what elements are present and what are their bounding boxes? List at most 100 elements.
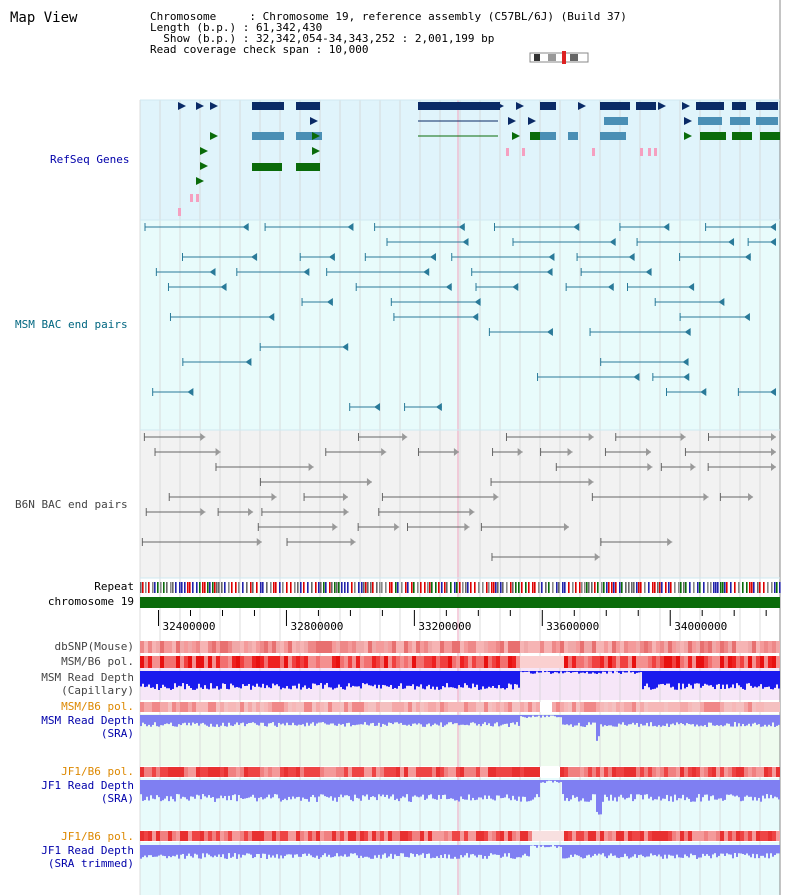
jf1-pol2-heat [348, 831, 352, 841]
jf1-depth-sra-bar [646, 780, 648, 795]
msm-pol2-heat [712, 702, 716, 712]
msm-pol2-heat [208, 702, 212, 712]
jf1-depth-sra-bar [746, 780, 748, 796]
msm-pol2-heat [704, 702, 708, 712]
msm-depth-cap-bar [640, 671, 642, 673]
msm-depth-cap-bar [300, 671, 302, 690]
jf1-depth-sra-bar [690, 780, 692, 802]
dbsnp-heat [592, 641, 596, 653]
jf1-depth-sra-bar [644, 780, 646, 795]
jf1-depth-trim-bar [600, 845, 602, 855]
b6n-bac-track-label[interactable]: B6N BAC end pairs [15, 498, 128, 511]
jf1-depth-trim-bar [680, 845, 682, 858]
jf1-depth-sra-bar [630, 780, 632, 795]
msm-pol-heat [600, 656, 604, 668]
jf1-pol2-heat [292, 831, 296, 841]
repeat-mark [266, 582, 268, 593]
jf1-depth-sra-bar [674, 780, 676, 795]
msm-depth-cap-bar [606, 671, 608, 674]
msm-depth-sra-bar [238, 715, 240, 725]
jf1-depth-sra-bar [442, 780, 444, 796]
jf1-depth-trim-bar [236, 845, 238, 859]
msm-depth-sra-bar [312, 715, 314, 723]
jf1-depth-trim-bar [170, 845, 172, 858]
msm-pol-heat [216, 656, 220, 668]
jf1-depth-sra-bar [680, 780, 682, 799]
msm-pol2-heat [544, 702, 548, 712]
msm-depth-cap-bar [434, 671, 436, 690]
dbsnp-heat [300, 641, 304, 653]
msm-pol2-heat [752, 702, 756, 712]
dbsnp-heat [140, 641, 144, 653]
jf1-depth-trim-bar [656, 845, 658, 857]
jf1-pol2-heat [492, 831, 496, 841]
msm-pol2-heat [664, 702, 668, 712]
msm-depth-sra-bar [288, 715, 290, 726]
jf1-depth-sra-bar [544, 780, 546, 783]
jf1-depth-trim-bar [164, 845, 166, 857]
jf1-depth-trim-bar [490, 845, 492, 854]
jf1-depth-sra-bar [388, 780, 390, 799]
dbsnp-heat [288, 641, 292, 653]
jf1-pol-heat [324, 767, 328, 777]
jf1-depth-sra-bar [492, 780, 494, 800]
msm-bac-end [688, 283, 695, 291]
repeat-mark [329, 582, 331, 593]
msm-depth-sra-bar [488, 715, 490, 724]
msm-bac-track-label[interactable]: MSM BAC end pairs [15, 318, 128, 331]
jf1-pol2-heat [752, 831, 756, 841]
jf1-depth-trim-bar [184, 845, 186, 859]
msm-depth-cap-bar [366, 671, 368, 684]
msm-pol2-heat [500, 702, 504, 712]
jf1-depth-sra-bar [750, 780, 752, 797]
repeat-mark [683, 582, 685, 593]
msm-depth-cap-bar [406, 671, 408, 686]
jf1-pol-heat [296, 767, 300, 777]
jf1-depth-trim-bar [748, 845, 750, 856]
msm-depth-cap-bar [594, 671, 596, 674]
jf1-pol-heat [424, 767, 428, 777]
msm-depth-cap-bar [578, 671, 580, 674]
repeat-mark [568, 582, 570, 593]
gene-arrow [516, 102, 524, 110]
dbsnp-heat [744, 641, 748, 653]
jf1-depth-trim-bar [300, 845, 302, 857]
msm-pol-heat [544, 656, 548, 668]
msm-depth-cap-bar [428, 671, 430, 685]
msm-depth-sra-bar [214, 715, 216, 727]
dbsnp-heat [424, 641, 428, 653]
msm-depth-cap-bar [316, 671, 318, 686]
dbsnp-heat [412, 641, 416, 653]
jf1-depth-trim-bar [362, 845, 364, 858]
jf1-depth-sra-bar [300, 780, 302, 801]
jf1-depth-trim-bar [224, 845, 226, 859]
msm-bac-end [342, 343, 349, 351]
msm-depth-cap-bar [742, 671, 744, 689]
jf1-depth-sra-bar [534, 780, 536, 798]
msm-bac-end [645, 268, 652, 276]
jf1-depth-sra-bar [362, 780, 364, 796]
msm-pol2-heat [772, 702, 776, 712]
dbsnp-heat [488, 641, 492, 653]
msm-pol-heat [680, 656, 684, 668]
gene-marker [196, 194, 199, 202]
repeat-mark [391, 582, 393, 593]
msm-pol2-heat [632, 702, 636, 712]
msm-depth-cap-bar [358, 671, 360, 687]
msm-depth-cap-bar [534, 671, 536, 674]
jf1-depth-trim-bar [206, 845, 208, 854]
msm-pol2-heat [348, 702, 352, 712]
jf1-depth-trim-bar [576, 845, 578, 856]
jf1-pol2-heat [500, 831, 504, 841]
jf1-depth-trim-bar [146, 845, 148, 858]
jf1-depth-sra-bar [242, 780, 244, 799]
msm-depth-sra-bar [632, 715, 634, 723]
repeat-mark [601, 582, 603, 593]
jf1-depth-sra-bar [628, 780, 630, 798]
msm-depth-cap-bar [446, 671, 448, 684]
refseq-track-label[interactable]: RefSeq Genes [50, 153, 130, 166]
msm-depth-cap-bar [334, 671, 336, 689]
dbsnp-heat [736, 641, 740, 653]
